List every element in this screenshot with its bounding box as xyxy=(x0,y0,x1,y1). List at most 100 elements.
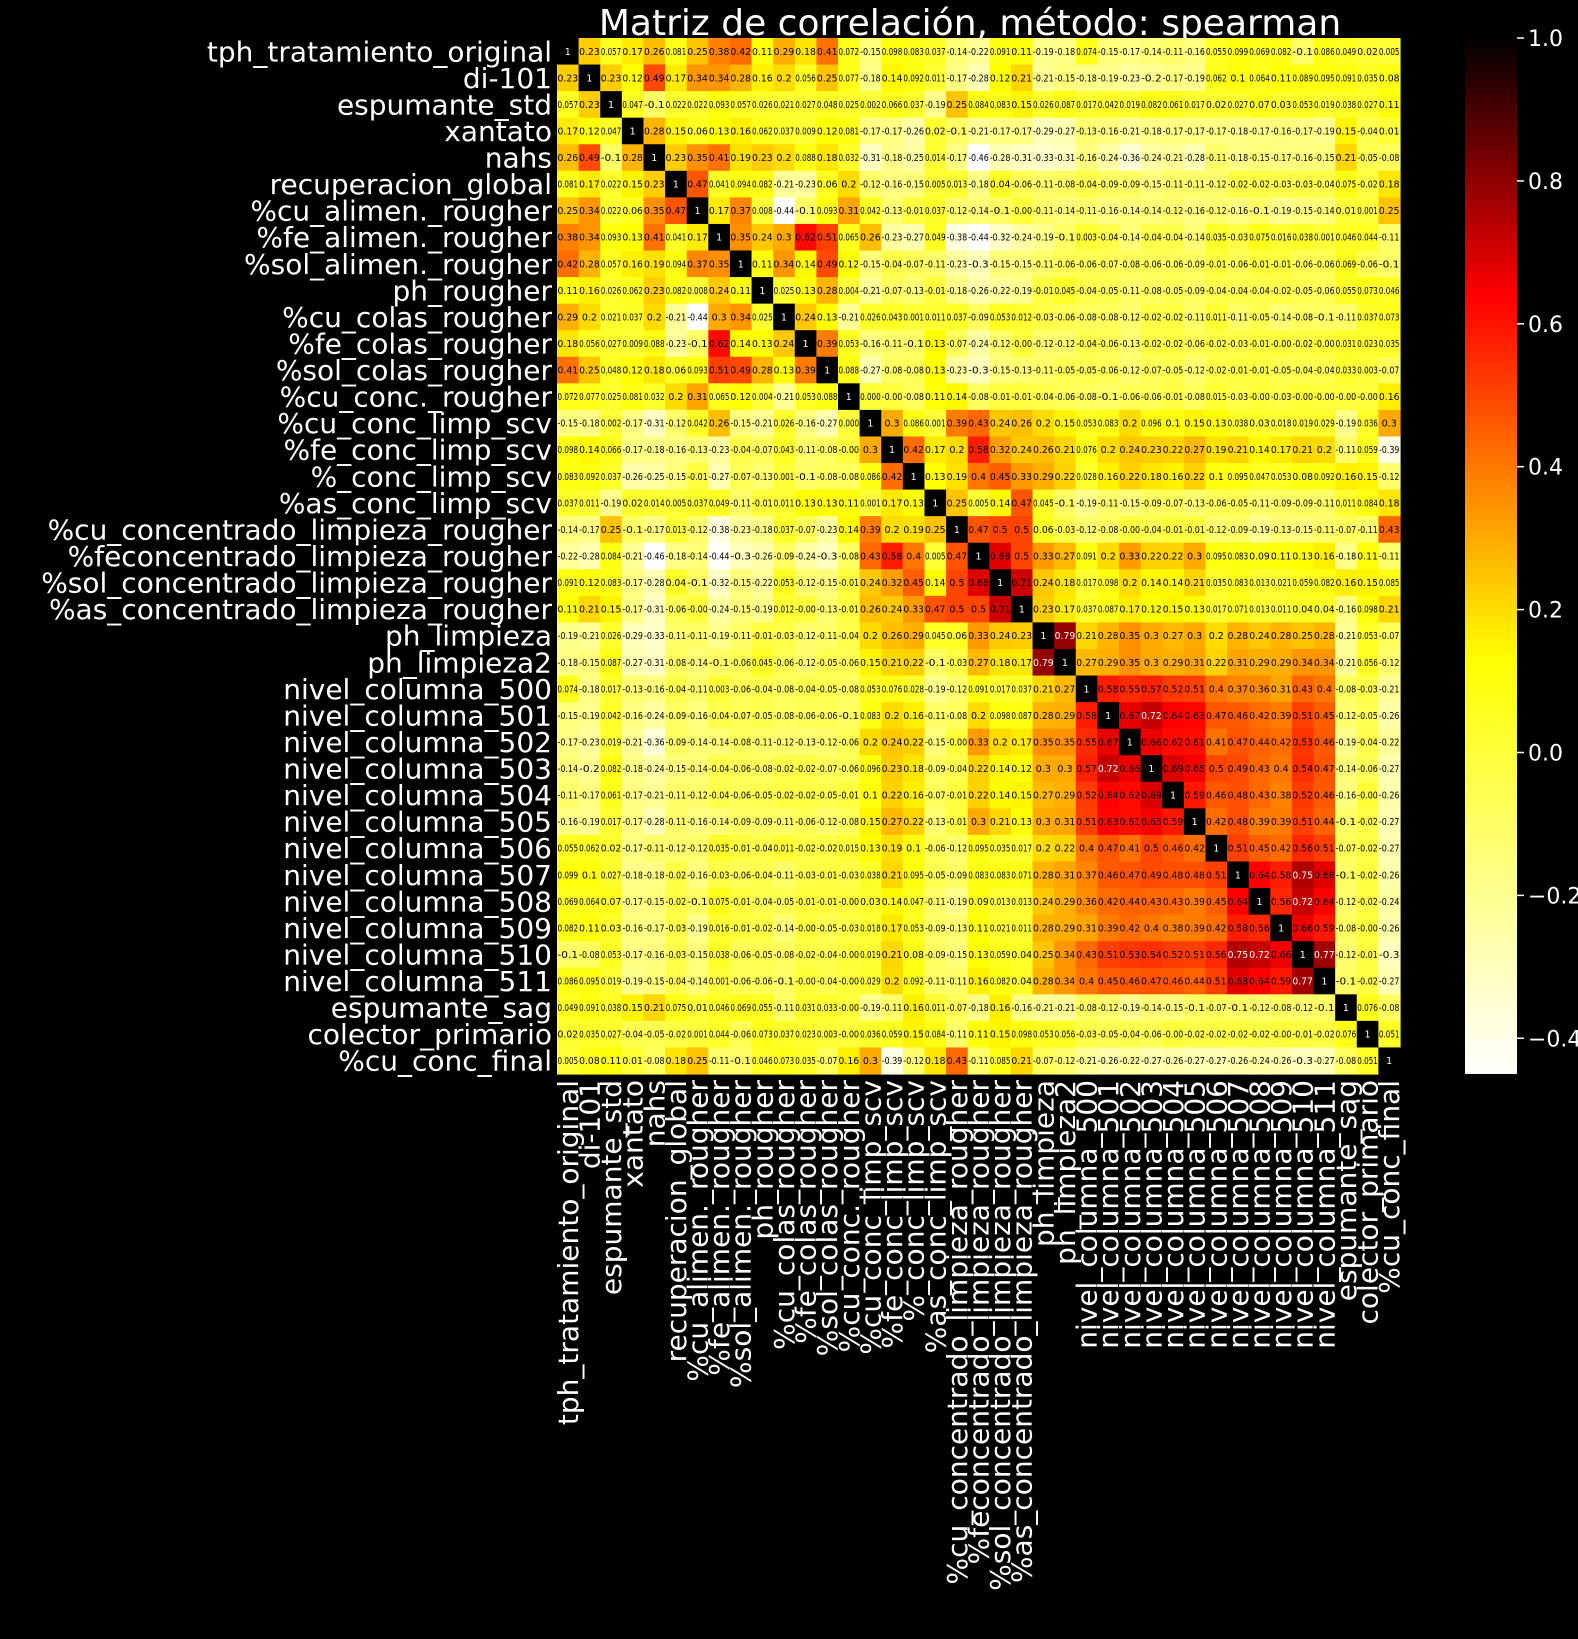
cell-value-label: 0.026 xyxy=(1033,100,1054,111)
heatmap-cell xyxy=(1032,117,1055,145)
heatmap-cell xyxy=(1183,622,1207,650)
heatmap-cell xyxy=(816,781,839,809)
column-tick-label: nivel_columna_511 xyxy=(1308,1080,1341,1349)
heatmap-cell xyxy=(881,223,904,252)
heatmap-cell xyxy=(1291,38,1315,66)
heatmap-cell xyxy=(1291,436,1315,464)
heatmap-cell xyxy=(794,117,817,145)
heatmap-cell xyxy=(989,436,1012,464)
heatmap-cell xyxy=(1378,64,1401,92)
heatmap-cell xyxy=(967,117,990,145)
cell-value-label: -0.23 xyxy=(795,180,816,191)
cell-value-label: -0.38 xyxy=(947,233,968,244)
cell-value-label: -0.3 xyxy=(817,552,838,563)
cell-value-label: 0.2 xyxy=(1036,844,1051,855)
heatmap-cell xyxy=(794,409,817,438)
heatmap-cell xyxy=(989,38,1012,66)
cell-value-label: 0.12 xyxy=(579,126,600,137)
cell-value-label: 0.048 xyxy=(601,366,622,377)
cell-value-label: 0.055 xyxy=(558,844,579,855)
cell-value-label: 0.057 xyxy=(730,100,751,111)
cell-value-label: 0.2 xyxy=(949,445,964,456)
heatmap-cell xyxy=(686,144,709,172)
cell-value-label: 0.049 xyxy=(709,498,730,509)
heatmap-cell xyxy=(1010,117,1034,145)
heatmap-cell xyxy=(729,622,753,650)
cell-value-label: -0.18 xyxy=(1055,47,1076,58)
heatmap-cell xyxy=(1313,648,1336,677)
heatmap-cell xyxy=(1227,1047,1250,1075)
heatmap-cell xyxy=(1010,64,1034,92)
cell-value-label: 0.2 xyxy=(647,312,662,323)
heatmap-cell xyxy=(729,409,753,438)
heatmap-cell xyxy=(578,755,601,783)
cell-value-label: -0.07 xyxy=(1098,259,1119,270)
cell-value-label: -0.02 xyxy=(666,1030,687,1041)
heatmap-cell xyxy=(902,542,926,570)
heatmap-cell xyxy=(621,834,645,863)
row-tick-label: nivel_columna_507 xyxy=(283,859,552,892)
cell-value-label: 0.41 xyxy=(558,366,579,377)
heatmap-cell xyxy=(578,1020,601,1049)
cell-value-label: -0.21 xyxy=(622,552,643,563)
heatmap-cell xyxy=(1205,409,1228,438)
cell-value-label: -0.09 xyxy=(666,711,687,722)
heatmap-cell xyxy=(1270,675,1293,703)
heatmap-cell xyxy=(902,755,926,783)
cell-value-label: -0.11 xyxy=(1336,445,1357,456)
cell-value-label: 0.038 xyxy=(709,950,730,961)
cell-value-label: -0.23 xyxy=(947,259,968,270)
heatmap-cell xyxy=(1119,542,1142,570)
heatmap-cell xyxy=(1054,91,1077,119)
heatmap-cell xyxy=(773,144,796,172)
cell-value-label: 0.017 xyxy=(601,684,622,695)
cell-value-label: 0.073 xyxy=(1357,286,1378,297)
heatmap-cell xyxy=(1227,409,1250,438)
cell-value-label: 0.11 xyxy=(601,1056,622,1067)
cell-value-label: 0.031 xyxy=(1336,339,1357,350)
heatmap-cell xyxy=(967,967,990,995)
cell-value-label: -0.00 xyxy=(1011,339,1032,350)
cell-value-label: 0.035 xyxy=(1206,233,1227,244)
heatmap-cell xyxy=(600,64,623,92)
row-tick-label: ph_limpieza2 xyxy=(367,646,552,679)
cell-value-label: -0.08 xyxy=(882,366,903,377)
cell-value-label: -0.19 xyxy=(752,605,773,616)
heatmap-cell xyxy=(708,834,731,863)
heatmap-cell xyxy=(1162,303,1185,331)
cell-value-label: 0.009 xyxy=(795,126,816,137)
heatmap-cell xyxy=(1010,303,1034,331)
cell-value-label: 0.037 xyxy=(687,498,708,509)
heatmap-cell xyxy=(1313,91,1336,119)
cell-value-label: 0.057 xyxy=(558,100,579,111)
cell-value-label: -0.11 xyxy=(1379,552,1400,563)
cell-value-label: 0.11 xyxy=(558,605,579,616)
heatmap-cell xyxy=(1335,888,1358,916)
cell-value-label: -0.03 xyxy=(1228,392,1249,403)
cell-value-label: 0.4 xyxy=(1079,844,1094,855)
heatmap-cell xyxy=(924,861,947,889)
cell-value-label: -0.14 xyxy=(687,737,708,748)
cell-value-label: 0.001 xyxy=(925,419,946,430)
heatmap-cell xyxy=(794,702,817,730)
heatmap-cell xyxy=(1378,330,1401,358)
cell-value-label: 0.22 xyxy=(1184,472,1205,483)
cell-value-label: 0.51 xyxy=(1292,817,1313,828)
cell-value-label: -0.19 xyxy=(947,897,968,908)
cell-value-label: 0.012 xyxy=(1011,312,1032,323)
cell-value-label: -0.05 xyxy=(1292,286,1313,297)
cell-value-label: 1 xyxy=(997,578,1003,589)
heatmap-cell xyxy=(902,595,926,624)
heatmap-cell xyxy=(643,197,666,225)
heatmap-cell xyxy=(1183,117,1207,145)
heatmap-cell xyxy=(621,1047,645,1075)
heatmap-cell xyxy=(1227,648,1250,677)
cell-value-label: 0.17 xyxy=(666,73,687,84)
cell-value-label: 0.086 xyxy=(558,977,579,988)
cell-value-label: -0.17 xyxy=(1120,47,1141,58)
cell-value-label: 0.51 xyxy=(1076,817,1097,828)
cell-value-label: -0.11 xyxy=(1098,498,1119,509)
heatmap-cell xyxy=(1270,728,1293,756)
heatmap-cell xyxy=(1270,277,1293,305)
heatmap-cell xyxy=(1248,409,1271,438)
